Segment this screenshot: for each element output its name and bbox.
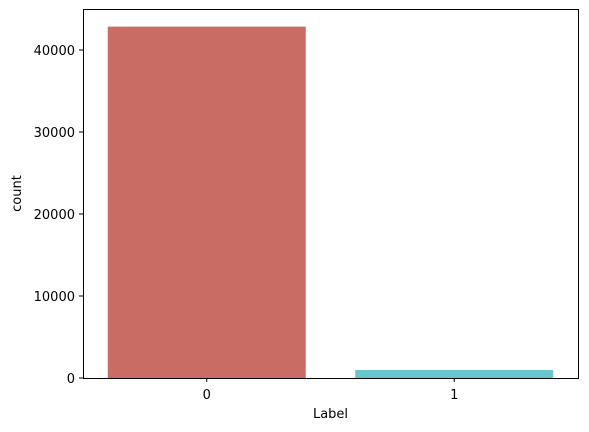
- bar-1: [355, 370, 554, 378]
- y-tick-label-20000: 20000: [34, 208, 75, 223]
- bars-group: [107, 26, 554, 378]
- bar-0: [107, 26, 306, 378]
- x-axis-label: Label: [313, 407, 348, 422]
- y-tick-label-40000: 40000: [34, 44, 75, 59]
- plot-frame: [83, 9, 579, 379]
- x-tick-label-0: 0: [203, 388, 211, 403]
- y-axis: 0 10000 20000 30000 40000: [34, 44, 83, 387]
- y-axis-label: count: [10, 175, 25, 212]
- y-tick-label-0: 0: [67, 372, 75, 387]
- x-tick-label-1: 1: [450, 388, 458, 403]
- y-tick-label-30000: 30000: [34, 126, 75, 141]
- y-tick-label-10000: 10000: [34, 290, 75, 305]
